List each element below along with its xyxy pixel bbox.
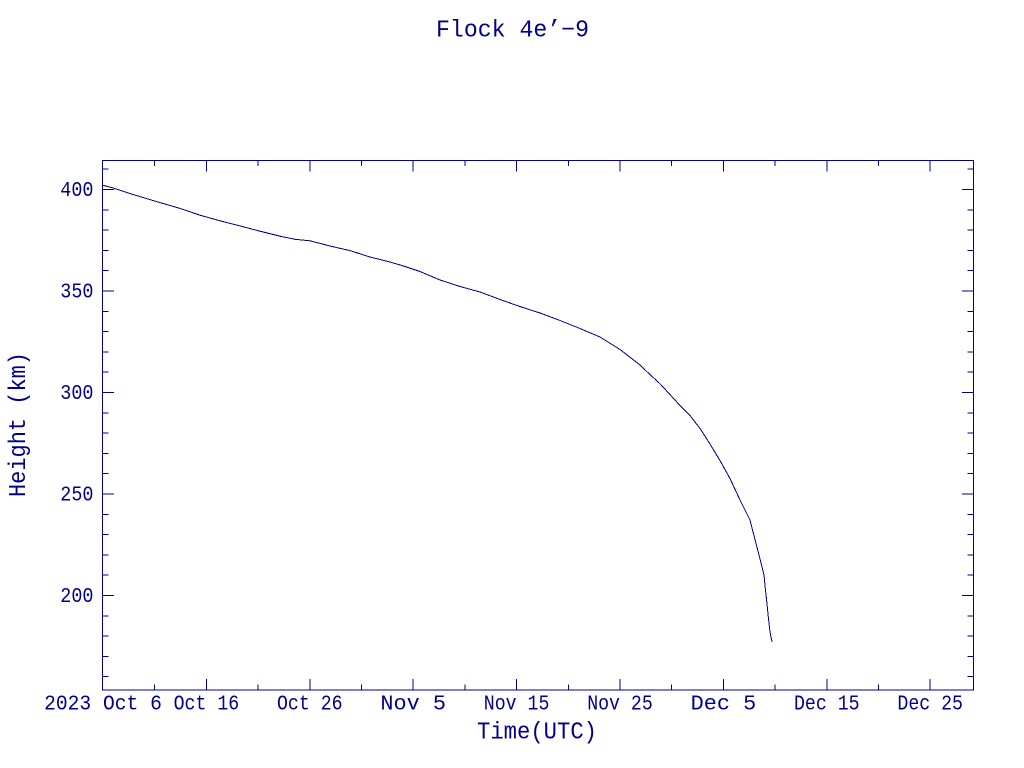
svg-text:Nov 15: Nov 15	[484, 694, 550, 717]
svg-text:Nov 25: Nov 25	[587, 694, 653, 717]
svg-text:Oct 16: Oct 16	[174, 694, 240, 717]
svg-text:250: 250	[60, 485, 93, 508]
svg-text:350: 350	[60, 282, 93, 305]
svg-text:2023 Oct 6: 2023 Oct 6	[44, 694, 162, 717]
svg-text:200: 200	[60, 586, 93, 609]
svg-text:400: 400	[60, 180, 93, 203]
svg-text:Dec 5: Dec 5	[691, 694, 757, 717]
svg-text:Dec 15: Dec 15	[794, 694, 860, 717]
svg-text:Flock 4e’−9: Flock 4e’−9	[436, 18, 589, 45]
svg-text:Dec 25: Dec 25	[897, 694, 963, 717]
svg-text:Height (km): Height (km)	[6, 352, 33, 497]
svg-text:Oct 26: Oct 26	[277, 694, 343, 717]
svg-text:Nov 5: Nov 5	[380, 694, 446, 717]
svg-text:300: 300	[60, 383, 93, 406]
svg-text:Time(UTC): Time(UTC)	[477, 720, 597, 747]
